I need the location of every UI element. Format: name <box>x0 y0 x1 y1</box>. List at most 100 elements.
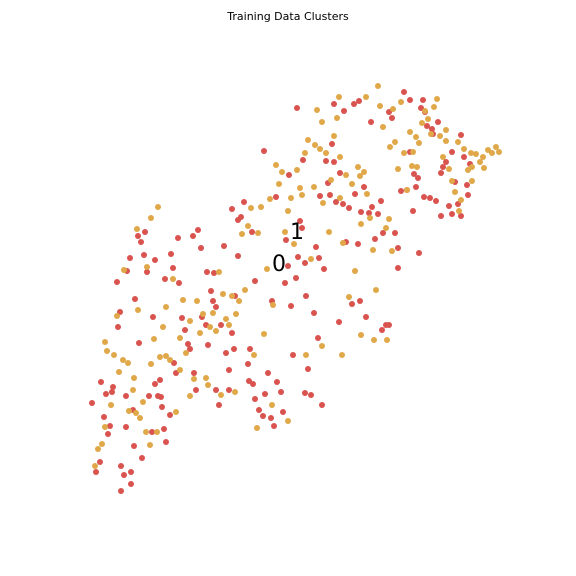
data-point <box>427 195 433 201</box>
data-point <box>323 158 329 164</box>
data-point <box>245 361 251 367</box>
data-point <box>319 402 325 408</box>
data-point <box>241 199 247 205</box>
data-point <box>261 148 267 154</box>
data-point <box>97 459 103 465</box>
data-point <box>245 223 251 229</box>
data-point <box>455 139 461 145</box>
data-point <box>223 316 229 322</box>
data-point <box>213 304 219 310</box>
data-point <box>384 337 390 343</box>
data-point <box>302 390 308 396</box>
data-point <box>352 268 358 274</box>
data-point <box>170 265 176 271</box>
data-point <box>358 209 364 215</box>
data-point <box>380 124 386 130</box>
data-point <box>392 139 398 145</box>
data-point <box>131 375 137 381</box>
data-point <box>314 107 320 113</box>
data-point <box>103 391 109 397</box>
data-point <box>349 301 355 307</box>
data-point <box>231 346 237 352</box>
data-point <box>150 314 156 320</box>
data-point <box>481 165 487 171</box>
data-point <box>229 330 235 336</box>
data-point <box>130 387 136 393</box>
data-point <box>458 197 464 203</box>
data-point <box>286 172 292 178</box>
data-point <box>372 236 378 242</box>
data-point <box>134 226 140 232</box>
data-point <box>305 366 311 372</box>
chart-title: Training Data Clusters <box>227 10 349 23</box>
data-point <box>443 159 449 165</box>
data-point <box>270 302 276 308</box>
data-point <box>383 225 389 231</box>
data-point <box>160 324 166 330</box>
data-point <box>148 361 154 367</box>
data-point <box>256 407 262 413</box>
data-point <box>317 193 323 199</box>
data-point <box>377 103 383 109</box>
data-point <box>414 164 420 170</box>
data-point <box>136 340 142 346</box>
data-point <box>413 134 419 140</box>
data-point <box>422 108 428 114</box>
data-point <box>352 191 358 197</box>
data-point <box>317 146 323 152</box>
data-point <box>226 387 232 393</box>
data-point <box>233 311 239 317</box>
data-point <box>260 413 266 419</box>
data-point <box>311 184 317 190</box>
data-point <box>198 245 204 251</box>
data-point <box>123 393 129 399</box>
data-point <box>232 389 238 395</box>
data-point <box>177 335 183 341</box>
data-point <box>238 214 244 220</box>
data-point <box>163 439 169 445</box>
data-point <box>424 123 430 129</box>
data-point <box>161 426 167 432</box>
data-point <box>438 213 444 219</box>
data-point <box>395 245 401 251</box>
data-point <box>390 106 396 112</box>
data-point <box>458 213 464 219</box>
data-point <box>404 187 410 193</box>
data-point <box>461 154 467 160</box>
data-point <box>128 469 134 475</box>
data-point <box>269 402 275 408</box>
data-point <box>155 204 161 210</box>
data-point <box>114 279 120 285</box>
data-point <box>151 336 157 342</box>
data-point <box>147 442 153 448</box>
data-point <box>320 200 326 206</box>
data-point <box>305 137 311 143</box>
data-point <box>351 101 357 107</box>
data-point <box>143 429 149 435</box>
data-point <box>210 298 216 304</box>
data-point <box>89 400 95 406</box>
data-point <box>132 296 138 302</box>
data-point <box>295 254 301 260</box>
data-point <box>261 331 267 337</box>
data-point <box>99 441 105 447</box>
data-point <box>239 231 245 237</box>
data-point <box>297 218 303 224</box>
data-point <box>369 204 375 210</box>
data-point <box>496 149 502 155</box>
data-point <box>327 192 333 198</box>
data-point <box>191 370 197 376</box>
data-point <box>213 328 219 334</box>
data-point <box>131 443 137 449</box>
data-point <box>398 99 404 105</box>
data-point <box>218 322 224 328</box>
data-point <box>182 327 188 333</box>
data-point <box>449 149 455 155</box>
data-point <box>290 352 296 358</box>
data-point <box>98 379 104 385</box>
data-point <box>367 215 373 221</box>
data-point <box>477 159 483 165</box>
data-point <box>341 108 347 114</box>
data-point <box>101 414 107 420</box>
data-point <box>137 415 143 421</box>
